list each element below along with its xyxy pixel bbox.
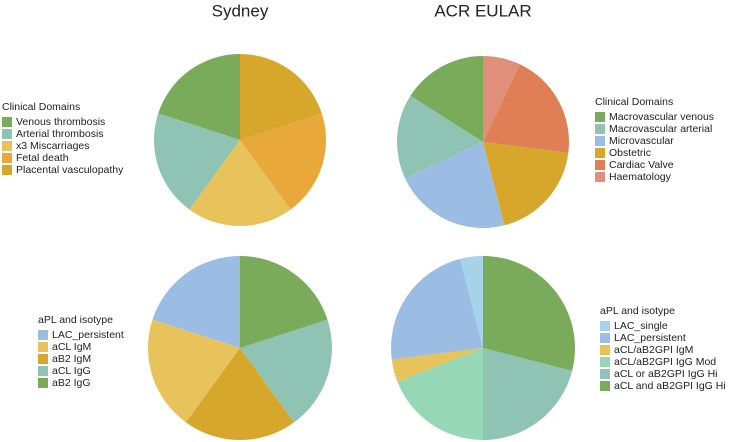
legend-label: Placental vasculopathy [16, 164, 124, 176]
legend-swatch [595, 124, 605, 134]
legend-title: Clinical Domains [595, 96, 673, 108]
pie-slice [483, 348, 573, 440]
pie-slice [158, 54, 240, 140]
legend-label: x3 Miscarriages [16, 140, 90, 152]
legend-label: aB2 IgM [52, 353, 91, 365]
legend-swatch [600, 345, 610, 355]
legend-swatch [600, 321, 610, 331]
legend-swatch [2, 153, 12, 163]
legend-label: aCL and aB2GPI IgG Hi [614, 380, 726, 392]
pie-slice [240, 256, 328, 348]
legend-swatch [595, 112, 605, 122]
legend-label: Microvascular [609, 135, 674, 147]
pie-slice [240, 54, 322, 140]
pie-slice [483, 64, 569, 153]
legend-title: Clinical Domains [2, 101, 80, 113]
legend-label: aB2 IgG [52, 377, 91, 389]
pie-slice [396, 95, 483, 179]
legend-label: LAC_persistent [614, 332, 686, 344]
pie-slice [240, 113, 326, 210]
legend-label: aCL or aB2GPI IgG Hi [614, 368, 718, 380]
legend-swatch [600, 381, 610, 391]
legend-swatch [600, 357, 610, 367]
legend-label: aCL IgG [52, 365, 91, 377]
legend-label: Fetal death [16, 152, 69, 164]
legend-title: aPL and isotype [600, 305, 675, 317]
legend-swatch [600, 369, 610, 379]
legend-swatch [38, 378, 48, 388]
legend-swatch [595, 172, 605, 182]
pie-slice [460, 256, 483, 348]
pie-slice [153, 113, 240, 210]
legend-label: Venous thrombosis [16, 116, 105, 128]
legend-swatch [38, 342, 48, 352]
legend-label: Macrovascular venous [609, 111, 714, 123]
pie-slice [483, 256, 575, 371]
legend-title: aPL and isotype [38, 314, 113, 326]
legend-label: Haematology [609, 171, 672, 183]
legend-label: LAC_persistent [52, 329, 124, 341]
pie-slice [148, 319, 240, 423]
legend-swatch [595, 136, 605, 146]
legend-swatch [600, 333, 610, 343]
legend-swatch [2, 141, 12, 151]
legend-label: Obstetric [609, 147, 651, 159]
legend-label: LAC_single [614, 320, 668, 332]
legend-swatch [2, 117, 12, 127]
legend-label: aCL/aB2GPI IgM [614, 344, 693, 356]
legend-swatch [38, 330, 48, 340]
pie-slice [483, 142, 569, 226]
legend-swatch [38, 354, 48, 364]
pie-slice [410, 56, 483, 142]
legend-label: aCL/aB2GPI IgG Mod [614, 356, 716, 368]
legend-swatch [38, 366, 48, 376]
legend-label: Cardiac Valve [609, 159, 674, 171]
pie-slice [483, 56, 520, 142]
legend-label: Arterial thrombosis [16, 128, 104, 140]
pie-slice [185, 348, 295, 440]
legend-swatch [2, 165, 12, 175]
pie-slice [240, 319, 332, 423]
pie-slice [390, 258, 483, 360]
chart-title: ACR EULAR [434, 1, 531, 20]
pie-slice [397, 348, 483, 440]
legend-label: Macrovascular arterial [609, 123, 712, 135]
pie-slice [152, 256, 240, 348]
pie-slice [405, 142, 505, 228]
legend-swatch [595, 148, 605, 158]
pie-slice [391, 348, 483, 382]
legend-swatch [595, 160, 605, 170]
chart-title: Sydney [212, 1, 269, 20]
pie-slice [189, 140, 291, 226]
legend-swatch [2, 129, 12, 139]
legend-label: aCL IgM [52, 341, 91, 353]
